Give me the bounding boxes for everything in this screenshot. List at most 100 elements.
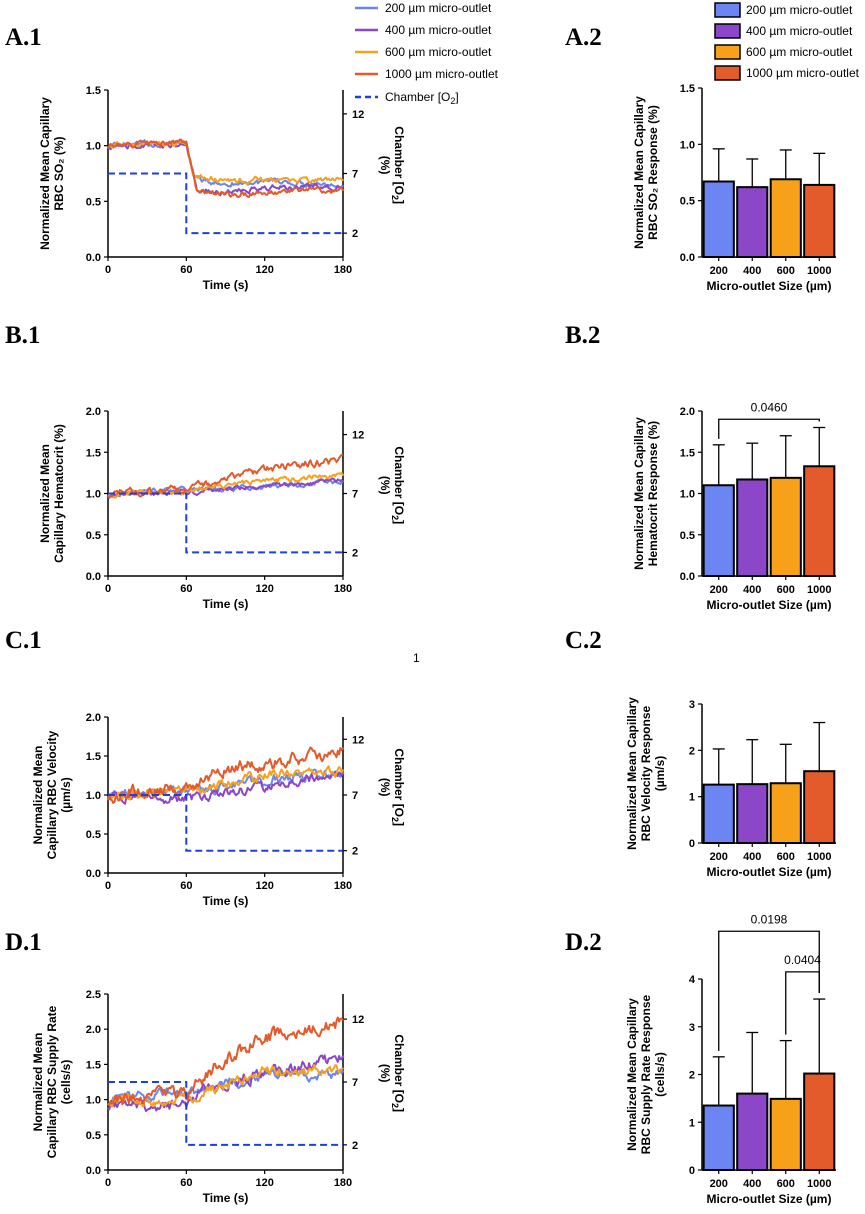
c2-xtick-label-400: 400 xyxy=(743,851,761,863)
panel-label-b1: B.1 xyxy=(5,322,40,349)
c1-ytick-label: 1.0 xyxy=(86,790,101,802)
bar-legend-swatch-600 xyxy=(714,44,741,60)
b2-bar-600 xyxy=(769,476,802,578)
c2-ylabel-line-1: Normalized Mean Capillary xyxy=(625,697,639,850)
b1-y2tick-label: 12 xyxy=(352,430,364,442)
a1-series-400-line xyxy=(107,140,344,197)
d1-ytick-label: 0.0 xyxy=(86,1165,101,1177)
panel-label-a2: A.2 xyxy=(565,24,602,51)
c2-ytick-label: 1 xyxy=(689,792,695,804)
chart-b2-hematocrit-response: 0.0 0.5 1.0 1.5 2.0 200 400 600 1000 Micro-outlet… xyxy=(632,400,836,612)
a1-y2label-sub: 2 xyxy=(390,195,400,200)
d2-ytick-label: 1 xyxy=(689,1117,695,1129)
a1-xtick-label: 0 xyxy=(105,264,111,276)
chart-c1-velocity-timecourse: 0.0 0.5 1.0 1.5 2.0 0 60 120 180 2 7 12 Time (s) Norm… xyxy=(31,712,406,908)
b2-significance-pvalue-1: 0.0460 xyxy=(751,400,788,414)
a1-y2label: Chamber [O2] xyxy=(390,126,406,204)
d1-ytick-label: 2.5 xyxy=(86,989,101,1001)
b1-ylabel-line-1: Normalized Mean xyxy=(38,444,52,543)
b2-bar-400 xyxy=(736,478,769,578)
d1-y2tick-label: 7 xyxy=(352,1077,358,1089)
line-legend-label-400: 400 µm micro-outlet xyxy=(385,23,492,37)
line-legend-label-200: 200 µm micro-outlet xyxy=(385,1,492,15)
d1-series-600-line xyxy=(107,1063,344,1108)
d2-bar-400 xyxy=(736,1092,769,1171)
b1-y2label-main: Chamber [O xyxy=(392,446,406,515)
c1-y2tick-label: 7 xyxy=(352,790,358,802)
d2-ytick-label: 0 xyxy=(689,1165,695,1177)
b2-significance-bracket-1 xyxy=(718,418,820,439)
b2-ytick-label: 1.5 xyxy=(680,447,695,459)
b2-xtick-label-400: 400 xyxy=(743,584,761,596)
b1-y2tick-label: 2 xyxy=(352,547,358,559)
line-legend-entry-1000: 1000 µm micro-outlet xyxy=(355,67,499,81)
b1-xtick-label: 60 xyxy=(180,583,192,595)
c1-ylabel-line-1: Normalized Mean xyxy=(31,746,45,845)
line-legend-label-1000: 1000 µm micro-outlet xyxy=(385,67,499,81)
a2-xlabel: Micro-outlet Size (µm) xyxy=(707,279,832,293)
b2-xlabel: Micro-outlet Size (µm) xyxy=(707,598,832,612)
c1-ylabel-line-2: Capillary RBC Velocity xyxy=(45,730,59,859)
d2-bar-1000 xyxy=(803,1072,836,1172)
d1-xtick-label: 60 xyxy=(180,1177,192,1189)
chart-d1-supply-rate-timecourse: 0.0 0.5 1.0 1.5 2.0 2.5 0 60 120 180 2 7 12 Time (s) N… xyxy=(31,989,406,1205)
a1-xtick-label: 180 xyxy=(334,264,352,276)
d2-ylabel-line-1: Normalized Mean Capillary xyxy=(625,998,639,1151)
d1-xlabel: Time (s) xyxy=(203,1191,249,1205)
bar-legend-swatch-400 xyxy=(714,23,741,39)
c2-ytick-label: 3 xyxy=(689,699,695,711)
c1-xtick-label: 180 xyxy=(334,880,352,892)
bar-legend: 200 µm micro-outlet 400 µm micro-outlet … xyxy=(714,2,860,81)
d2-ytick-label: 4 xyxy=(689,974,696,986)
d2-xtick-label-1000: 1000 xyxy=(807,1178,831,1190)
d2-xlabel: Micro-outlet Size (µm) xyxy=(707,1192,832,1206)
chart-b1-hematocrit-timecourse: 0.0 0.5 1.0 1.5 2.0 0 60 120 180 2 7 12 Time (s) Norm… xyxy=(38,406,406,611)
b1-ytick-label: 1.5 xyxy=(86,447,101,459)
c1-xtick-label: 120 xyxy=(255,880,273,892)
b2-ylabel-line-1: Normalized Mean Capillary xyxy=(632,417,646,570)
b2-ytick-label: 0.0 xyxy=(680,571,695,583)
c1-y2label-suffix: ] xyxy=(392,822,406,826)
b1-xtick-label: 180 xyxy=(334,583,352,595)
d1-y2label-suffix: ] xyxy=(392,1108,406,1112)
c1-y2label: Chamber [O2] xyxy=(390,748,406,826)
line-legend: 200 µm micro-outlet 400 µm micro-outlet … xyxy=(355,1,499,106)
d1-xtick-label: 0 xyxy=(105,1177,111,1189)
panel-label-c1: C.1 xyxy=(5,627,42,654)
line-legend-entry-chamber: Chamber [O2] xyxy=(355,90,459,106)
d1-ytick-label: 1.0 xyxy=(86,1095,101,1107)
a1-ylabel-line-1: Normalized Mean Capillary xyxy=(38,97,52,250)
c1-ytick-label: 0.5 xyxy=(86,829,101,841)
d1-ytick-label: 1.5 xyxy=(86,1059,101,1071)
a2-ytick-label: 1.5 xyxy=(680,83,695,95)
a2-bar-200 xyxy=(702,180,735,258)
c1-series-600-line xyxy=(107,765,344,801)
b1-xlabel: Time (s) xyxy=(203,597,249,611)
a1-y2tick-label: 2 xyxy=(352,228,358,240)
panel-label-c2: C.2 xyxy=(565,627,602,654)
d2-xtick-label-400: 400 xyxy=(743,1178,761,1190)
a1-ytick-label: 0.0 xyxy=(86,252,101,264)
d2-bar-600 xyxy=(769,1097,802,1172)
a2-ylabel-line-1: Normalized Mean Capillary xyxy=(632,96,646,249)
b1-ytick-label: 0.0 xyxy=(86,571,101,583)
d1-ylabel-line-2: Capillary RBC Supply Rate xyxy=(45,1005,59,1158)
b1-y2label: Chamber [O2] xyxy=(390,446,406,524)
bar-legend-label-1000: 1000 µm micro-outlet xyxy=(746,66,860,80)
chart-a2-rbc-so2-response: 0.0 0.5 1.0 1.5 200 400 600 1000 Micro-outlet Si… xyxy=(632,83,836,293)
d2-significance-pvalue-1: 0.0198 xyxy=(751,912,788,926)
c2-ytick-label: 2 xyxy=(689,745,695,757)
c1-ytick-label: 0.0 xyxy=(86,868,101,880)
a2-bar-600 xyxy=(769,178,802,258)
c2-bar-1000 xyxy=(803,770,836,845)
a1-series-1000-line xyxy=(107,138,344,198)
c1-chamber-o2-line xyxy=(108,794,343,852)
b1-xtick-label: 120 xyxy=(255,583,273,595)
b2-xtick-label-200: 200 xyxy=(710,584,728,596)
line-legend-label-600: 600 µm micro-outlet xyxy=(385,45,492,59)
panel-label-b2: B.2 xyxy=(565,322,600,349)
chart-a1-rbc-so2-timecourse: 0.0 0.5 1.0 1.5 0 60 120 180 2 7 12 Time (s) Normali… xyxy=(38,85,406,292)
a2-bar-1000 xyxy=(803,183,836,258)
a2-ytick-label: 0.5 xyxy=(680,196,695,208)
